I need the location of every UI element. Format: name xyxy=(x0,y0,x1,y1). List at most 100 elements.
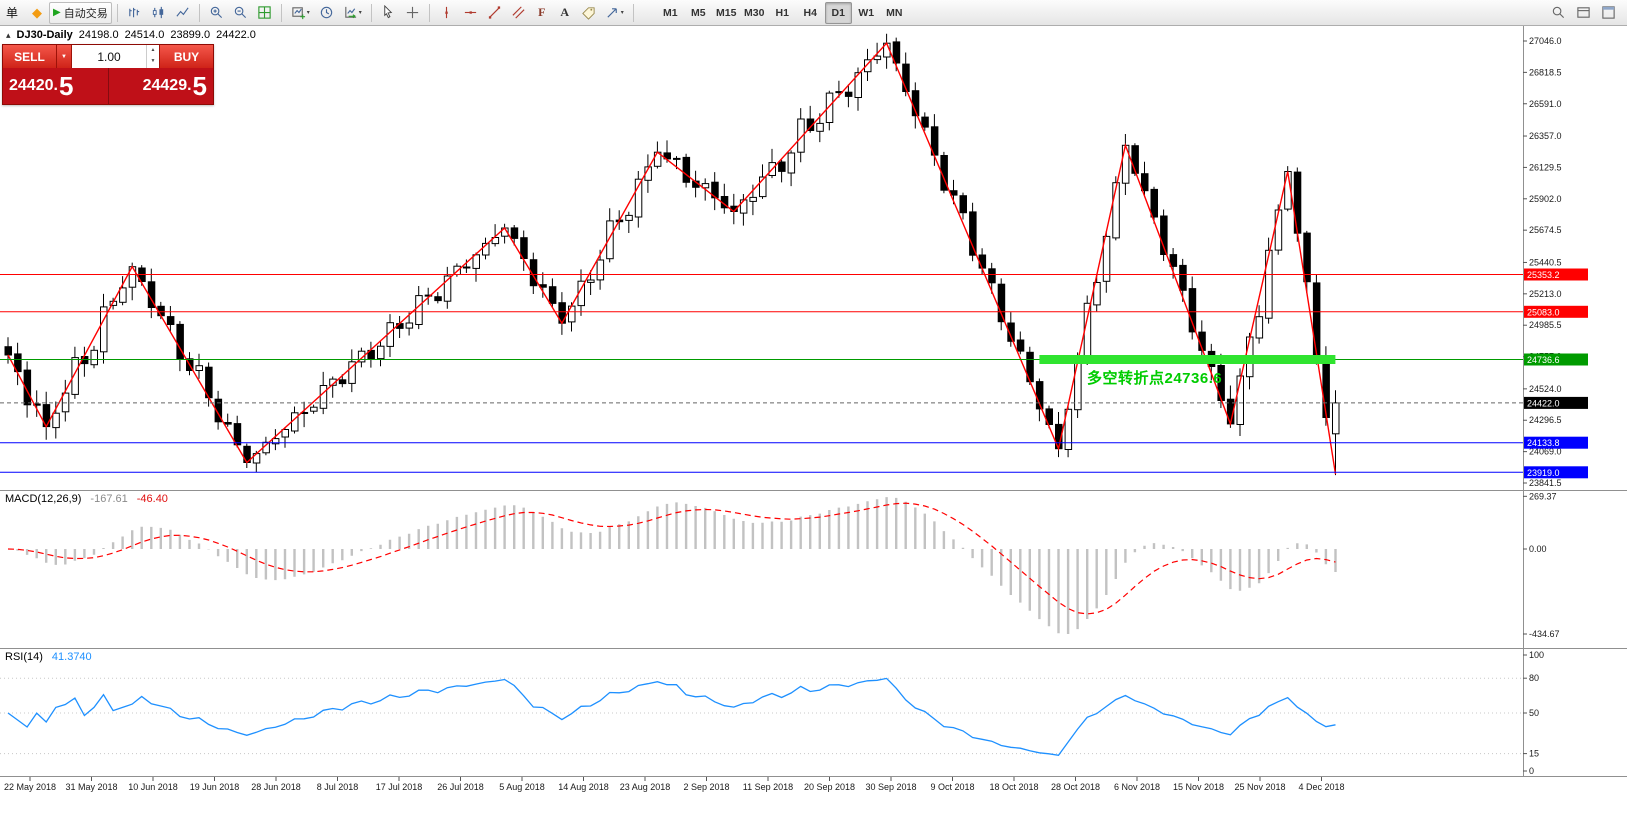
spinner-up-icon[interactable]: ▲ xyxy=(150,47,156,53)
chart-area[interactable]: 27046.0 26818.5 26591.0 26357.0 26129.5 25902… xyxy=(0,26,1627,825)
svg-text:25353.2: 25353.2 xyxy=(1527,270,1560,280)
svg-text:28 Oct 2018: 28 Oct 2018 xyxy=(1051,782,1100,792)
text-label-button[interactable] xyxy=(577,2,600,24)
timeframe-m1[interactable]: M1 xyxy=(662,6,678,19)
close-value: 24422.0 xyxy=(216,29,256,41)
trade-buttons-row: SELL ▼ 1.00 ▲ ▼ BUY xyxy=(3,45,213,68)
svg-text:4 Dec 2018: 4 Dec 2018 xyxy=(1298,782,1344,792)
svg-text:100: 100 xyxy=(1529,650,1544,660)
svg-text:20 Sep 2018: 20 Sep 2018 xyxy=(804,782,855,792)
clock-icon xyxy=(320,6,332,19)
rsi-indicator-label: RSI(14) 41.3740 xyxy=(5,651,92,663)
trade-prices-row: 24420. 5 24429. 5 xyxy=(3,68,213,104)
order-label: 单 xyxy=(6,6,19,20)
svg-text:25083.0: 25083.0 xyxy=(1527,307,1560,317)
zoom-out-button[interactable] xyxy=(229,2,252,24)
channel-button[interactable] xyxy=(507,2,530,24)
tile-windows-button[interactable] xyxy=(253,2,276,24)
pivot-zone-segment[interactable] xyxy=(1039,355,1336,364)
horizontal-line-button[interactable] xyxy=(459,2,482,24)
pivot-annotation[interactable]: 多空转折点24736.6 xyxy=(1087,370,1223,387)
separator xyxy=(428,3,430,22)
timeframe-h4[interactable]: H4 xyxy=(803,6,817,19)
one-click-trading-panel: SELL ▼ 1.00 ▲ ▼ BUY 24420. 5 24429. 5 xyxy=(2,44,214,105)
sell-price[interactable]: 24420. 5 xyxy=(3,68,109,104)
rsi-label: RSI(14) xyxy=(5,651,43,663)
zoom-in-button[interactable] xyxy=(205,2,228,24)
svg-text:25 Nov 2018: 25 Nov 2018 xyxy=(1234,782,1285,792)
community-button[interactable]: ◆ xyxy=(26,2,48,24)
timeframe-m30[interactable]: M30 xyxy=(744,6,765,19)
svg-text:269.37: 269.37 xyxy=(1529,491,1557,501)
macd-indicator-label: MACD(12,26,9) -167.61 -46.40 xyxy=(5,493,168,505)
new-chart-button[interactable]: ▾ xyxy=(287,2,314,24)
zigzag-line[interactable] xyxy=(7,41,1337,475)
trendline-button[interactable] xyxy=(483,2,506,24)
timeframe-mn[interactable]: MN xyxy=(886,6,903,19)
sell-button[interactable]: SELL xyxy=(3,45,57,68)
fullscreen-button[interactable] xyxy=(1597,2,1620,24)
svg-text:24069.0: 24069.0 xyxy=(1529,447,1562,457)
timeframe-h1[interactable]: H1 xyxy=(775,6,789,19)
search-button[interactable] xyxy=(1547,2,1570,24)
horizontal-line-icon xyxy=(464,11,476,14)
trendline-icon xyxy=(488,6,500,19)
svg-text:27046.0: 27046.0 xyxy=(1529,36,1562,46)
spinner-down-icon[interactable]: ▼ xyxy=(150,58,156,64)
line-chart-button[interactable] xyxy=(171,2,194,24)
svg-text:14 Aug 2018: 14 Aug 2018 xyxy=(558,782,609,792)
vertical-line-icon xyxy=(445,6,448,19)
buy-price-big: 5 xyxy=(192,71,207,101)
candlestick-chart-button[interactable] xyxy=(147,2,170,24)
svg-text:23919.0: 23919.0 xyxy=(1527,468,1560,478)
volume-spinner[interactable]: ▲ ▼ xyxy=(146,45,159,68)
text-tool-button[interactable]: A xyxy=(554,2,576,24)
candlestick-chart-icon xyxy=(152,6,163,19)
data-window-button[interactable] xyxy=(1572,2,1595,24)
volume-dropdown-button[interactable]: ▼ xyxy=(57,45,72,68)
horizontal-lines[interactable] xyxy=(0,274,1523,473)
rsi-value: 41.3740 xyxy=(51,651,92,663)
buy-button[interactable]: BUY xyxy=(159,45,213,68)
buy-price[interactable]: 24429. 5 xyxy=(109,68,214,104)
chart-canvas[interactable]: 27046.0 26818.5 26591.0 26357.0 26129.5 25902… xyxy=(0,26,1627,825)
svg-text:18 Oct 2018: 18 Oct 2018 xyxy=(989,782,1038,792)
svg-text:24133.8: 24133.8 xyxy=(1527,438,1560,448)
crosshair-button[interactable] xyxy=(401,2,424,24)
svg-text:25674.5: 25674.5 xyxy=(1529,225,1562,235)
text-tool-icon: A xyxy=(560,5,570,19)
volume-field[interactable]: 1.00 ▲ ▼ xyxy=(72,45,159,68)
timeframe-w1[interactable]: W1 xyxy=(858,6,875,19)
autotrade-button[interactable]: ▶ 自动交易 xyxy=(49,1,112,24)
toolbar-right-group xyxy=(1547,2,1620,24)
cursor-button[interactable] xyxy=(377,2,400,24)
svg-text:2 Sep 2018: 2 Sep 2018 xyxy=(683,782,729,792)
svg-text:0: 0 xyxy=(1529,766,1534,776)
separator xyxy=(370,3,372,22)
tile-windows-icon xyxy=(258,6,271,19)
timeframe-d1[interactable]: D1 xyxy=(824,1,852,24)
svg-text:17 Jul 2018: 17 Jul 2018 xyxy=(376,782,423,792)
clock-button[interactable] xyxy=(315,2,338,24)
svg-text:6 Nov 2018: 6 Nov 2018 xyxy=(1114,782,1160,792)
svg-text:22 May 2018: 22 May 2018 xyxy=(4,782,56,792)
svg-text:24985.5: 24985.5 xyxy=(1529,320,1562,330)
vertical-line-button[interactable] xyxy=(435,2,458,24)
svg-text:80: 80 xyxy=(1529,673,1539,683)
macd-label: MACD(12,26,9) xyxy=(5,493,82,505)
svg-text:26357.0: 26357.0 xyxy=(1529,131,1562,141)
caret-down-icon: ▼ xyxy=(61,53,67,60)
svg-text:23 Aug 2018: 23 Aug 2018 xyxy=(620,782,671,792)
svg-text:10 Jun 2018: 10 Jun 2018 xyxy=(128,782,178,792)
fibonacci-button[interactable]: F xyxy=(531,2,553,24)
chart-shift-button[interactable]: ▾ xyxy=(339,2,366,24)
macd-signal-line xyxy=(7,502,1336,615)
timeframe-m5[interactable]: M5 xyxy=(690,6,706,19)
shapes-button[interactable]: ▾ xyxy=(601,2,628,24)
timeframe-m15[interactable]: M15 xyxy=(716,6,737,19)
bar-chart-button[interactable] xyxy=(123,2,146,24)
collapse-icon[interactable]: ▴ xyxy=(6,29,11,40)
new-chart-icon xyxy=(292,7,305,20)
order-button[interactable]: 单 xyxy=(3,2,25,24)
svg-text:24422.0: 24422.0 xyxy=(1527,398,1560,408)
